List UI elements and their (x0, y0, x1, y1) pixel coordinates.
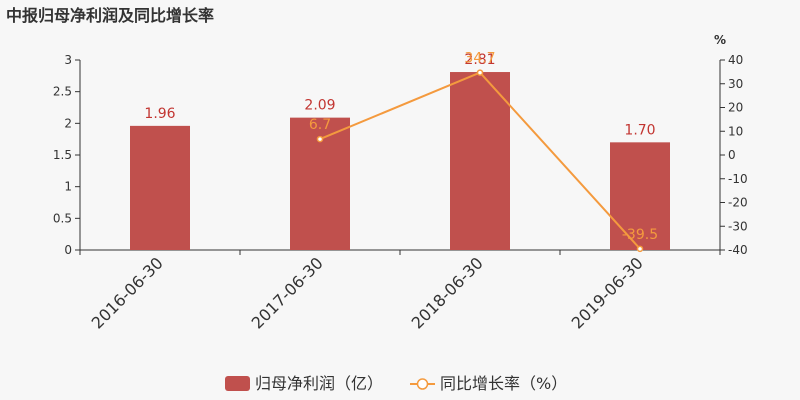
y-left-tick-label: 3 (64, 53, 72, 67)
line-point (316, 135, 324, 143)
line-point (476, 69, 484, 76)
y-right-tick-label: -10 (728, 172, 748, 186)
y-right-tick-label: -40 (728, 243, 748, 257)
y-left-tick-label: 0 (64, 243, 72, 257)
legend-bar-swatch (225, 376, 250, 391)
y-left-tick-label: 2.5 (53, 85, 72, 99)
y-right-tick-label: 40 (728, 53, 743, 67)
bar-data-label: 2.81 (464, 52, 495, 68)
bar-data-label: 2.09 (304, 98, 335, 114)
line-point (636, 245, 644, 253)
x-tick-label: 2017-06-30 (248, 253, 327, 332)
line-data-label: 34.7 (464, 51, 495, 67)
y-right-tick-label: 10 (728, 124, 743, 138)
legend-line-marker (416, 378, 429, 390)
y-left-tick-label: 1 (64, 180, 72, 194)
y-right-tick-label: 30 (728, 77, 743, 91)
line-data-label: -39.5 (622, 227, 658, 243)
x-tick-label: 2016-06-30 (88, 253, 167, 332)
y-right-tick-label: 20 (728, 101, 743, 115)
y-left-tick-label: 0.5 (53, 211, 72, 225)
x-tick-label: 2018-06-30 (408, 253, 487, 332)
legend-line-label: 同比增长率（%） (440, 374, 567, 393)
x-tick-label: 2019-06-30 (568, 253, 647, 332)
bar-data-label: 1.96 (144, 106, 175, 122)
y-right-unit: % (714, 33, 726, 47)
legend-bar-label: 归母净利润（亿） (255, 374, 383, 393)
y-right-tick-label: -30 (728, 219, 748, 233)
bar (130, 125, 190, 250)
bar (450, 72, 510, 251)
y-left-tick-label: 1.5 (53, 148, 72, 162)
y-right-tick-label: -20 (728, 196, 748, 210)
y-left-tick-label: 2 (64, 116, 72, 130)
bar (610, 142, 670, 250)
line-data-label: 6.7 (309, 117, 331, 133)
bar-data-label: 1.70 (624, 122, 655, 138)
chart-title: 中报归母净利润及同比增长率 (6, 6, 215, 25)
y-right-tick-label: 0 (728, 148, 736, 162)
